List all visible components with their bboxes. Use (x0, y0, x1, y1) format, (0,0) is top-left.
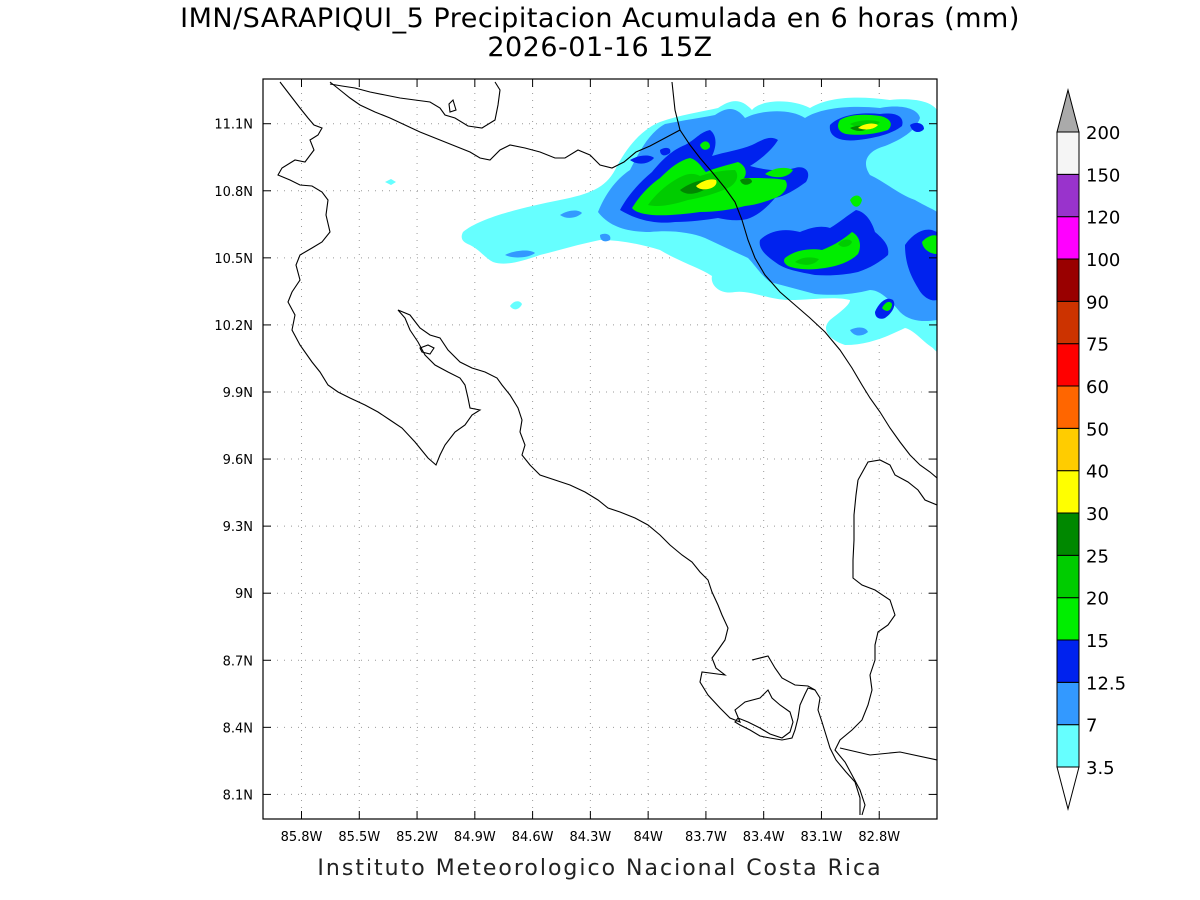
precip-region-12-5mm (630, 155, 654, 164)
tick-label-lat: 10.2N (214, 319, 253, 334)
colorbar-label: 30 (1086, 504, 1109, 525)
colorbar-swatch (1056, 173, 1080, 218)
colorbar-swatch (1056, 512, 1080, 556)
osa-peninsula (751, 655, 816, 691)
colorbar-swatch (1056, 385, 1080, 429)
precip-region-15mm (922, 235, 937, 254)
colorbar-swatch (1056, 681, 1080, 726)
precip-region-15mm (700, 141, 710, 150)
tick-label-lon: 84W (633, 830, 663, 845)
tick-label-lat: 8.1N (223, 788, 253, 803)
colorbar-label: 200 (1086, 123, 1120, 144)
precip-region-3-5mm (510, 301, 522, 310)
map-axes: 85.8W 85.5W 85.2W 84.9W 84.6W 84.3W 84W 83.7W 83… (214, 79, 937, 845)
precip-region-7mm (850, 327, 868, 336)
footer-credit: Instituto Meteorologico Nacional Costa R… (317, 856, 883, 881)
precip-region-30mm (858, 123, 878, 130)
lake-islet (448, 98, 457, 113)
tick-label-lat: 9.9N (223, 386, 253, 401)
colorbar-swatch (1056, 343, 1080, 387)
colorbar-swatch (1056, 597, 1080, 641)
precip-region-30mm (696, 179, 717, 190)
precip-region-12-5mm (910, 122, 924, 133)
tick-label-lon: 85.5W (338, 830, 380, 845)
precip-region-7mm (560, 210, 582, 218)
map-frame (262, 78, 938, 820)
colorbar-upper-arrow (1056, 88, 1080, 133)
colorbar-label: 3.5 (1086, 758, 1115, 779)
map-title: IMN/SARAPIQUI_5 Precipitacion Acumulada … (180, 3, 1020, 34)
precip-region-3-5mm (929, 337, 937, 352)
tick-label-lat: 8.4N (223, 721, 253, 736)
colorbar-label: 60 (1086, 377, 1109, 398)
map-subtitle-datetime: 2026-01-16 15Z (487, 32, 713, 63)
panama-border-south (834, 479, 896, 816)
colorbar-swatch (1056, 258, 1080, 302)
precip-region-20mm (838, 239, 852, 247)
colorbar: 3.5 7 12.5 15 20 25 30 40 50 60 75 90 100 120 150 200 (1056, 88, 1126, 811)
colorbar-swatch (1056, 216, 1080, 260)
panama-border (857, 459, 937, 506)
tick-label-lat: 10.8N (214, 185, 253, 200)
colorbar-swatch (1056, 554, 1080, 599)
colorbar-label: 12.5 (1086, 673, 1126, 694)
gulf-islet (419, 344, 435, 355)
precip-region-3-5mm (912, 324, 922, 333)
precip-region-7mm (600, 233, 611, 242)
precip-region-25mm (740, 178, 752, 185)
caribbean-coastline (671, 81, 937, 479)
tick-label-lon: 85.2W (396, 830, 438, 845)
colorbar-lower-arrow (1056, 766, 1080, 811)
panama-coast (839, 747, 937, 761)
colorbar-label: 75 (1086, 335, 1109, 356)
colorbar-swatch (1056, 639, 1080, 683)
tick-label-lon: 83.4W (743, 830, 785, 845)
tick-label-lat: 11.1N (214, 118, 253, 133)
tick-label-lon: 84.3W (569, 830, 611, 845)
tick-label-lon: 83.7W (685, 830, 727, 845)
tick-label-lon: 84.9W (454, 830, 496, 845)
precip-region-15mm (765, 167, 793, 178)
precip-region-20mm (795, 257, 819, 265)
colorbar-swatch (1056, 131, 1080, 175)
colorbar-swatch (1056, 300, 1080, 345)
pacific-coastline (277, 81, 861, 815)
tick-label-lon: 85.8W (281, 830, 323, 845)
colorbar-swatch (1056, 470, 1080, 514)
colorbar-label: 40 (1086, 462, 1109, 483)
colorbar-label: 120 (1086, 208, 1120, 229)
colorbar-label: 15 (1086, 631, 1109, 652)
tick-label-lon: 83.1W (801, 830, 843, 845)
precipitation-field (385, 97, 937, 352)
colorbar-label: 150 (1086, 165, 1120, 186)
tick-label-lat: 9.3N (223, 520, 253, 535)
tick-label-lon: 84.6W (512, 830, 554, 845)
nicaragua-border (329, 81, 681, 169)
colorbar-swatch (1056, 427, 1080, 472)
precip-region-15mm (850, 195, 862, 207)
colorbar-label: 90 (1086, 292, 1109, 313)
precip-region-3-5mm (385, 179, 396, 185)
colorbar-label: 50 (1086, 419, 1109, 440)
colorbar-label: 25 (1086, 546, 1109, 567)
precip-region-7mm (505, 250, 535, 258)
coastline-and-borders (277, 81, 937, 816)
colorbar-label: 100 (1086, 250, 1120, 271)
precip-region-15mm (882, 301, 892, 311)
colorbar-label: 7 (1086, 716, 1097, 737)
tick-label-lon: 82.8W (858, 830, 900, 845)
precip-region-12-5mm (660, 147, 671, 156)
tick-label-lat: 10.5N (214, 252, 253, 267)
nicaragua-coast-north (329, 81, 501, 129)
tick-label-lat: 9.6N (223, 453, 253, 468)
colorbar-label: 20 (1086, 589, 1109, 610)
tick-label-lat: 9N (235, 587, 253, 602)
colorbar-swatch (1056, 724, 1080, 768)
tick-label-lat: 8.7N (223, 654, 253, 669)
